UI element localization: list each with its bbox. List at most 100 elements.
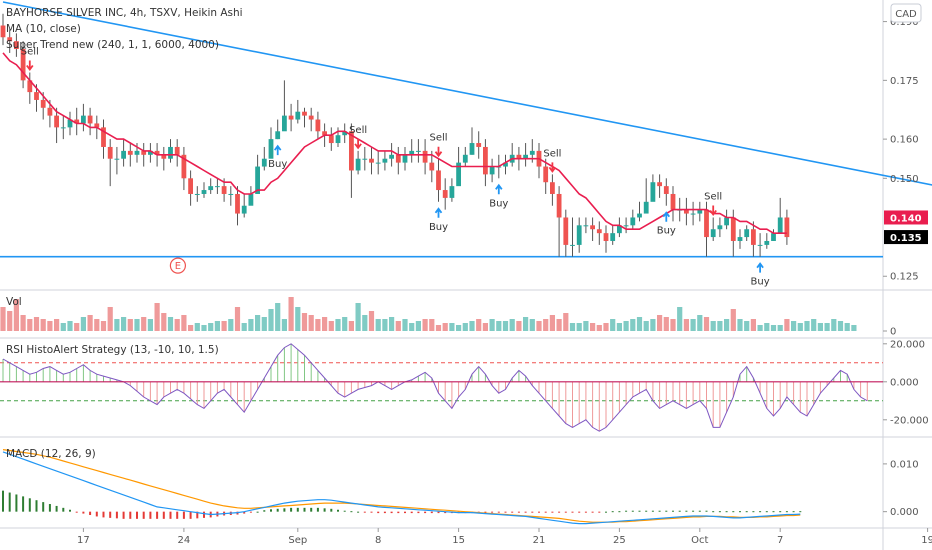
macd-histogram-bar[interactable] bbox=[176, 511, 179, 519]
volume-bar[interactable] bbox=[449, 323, 455, 331]
volume-bar[interactable] bbox=[121, 317, 127, 331]
candle-body[interactable] bbox=[764, 240, 770, 245]
volume-bar[interactable] bbox=[804, 321, 810, 331]
macd-histogram-bar[interactable] bbox=[129, 511, 132, 519]
volume-bar[interactable] bbox=[576, 323, 582, 331]
macd-histogram-bar[interactable] bbox=[316, 507, 319, 512]
volume-bar[interactable] bbox=[322, 317, 328, 331]
candle-body[interactable] bbox=[610, 233, 616, 241]
macd-histogram-bar[interactable] bbox=[276, 508, 279, 512]
volume-bar[interactable] bbox=[817, 323, 823, 331]
candle-body[interactable] bbox=[302, 111, 307, 116]
volume-bar[interactable] bbox=[234, 307, 241, 331]
volume-bar[interactable] bbox=[844, 323, 850, 331]
macd-histogram-bar[interactable] bbox=[95, 511, 98, 517]
macd-histogram-bar[interactable] bbox=[484, 511, 487, 513]
macd-histogram-bar[interactable] bbox=[350, 511, 353, 513]
volume-bar[interactable] bbox=[650, 319, 656, 331]
volume-bar[interactable] bbox=[563, 313, 569, 331]
candle-body[interactable] bbox=[168, 146, 173, 159]
candle-body[interactable] bbox=[315, 119, 321, 132]
candle-body[interactable] bbox=[355, 158, 361, 171]
candle-body[interactable] bbox=[107, 146, 113, 159]
volume-bar[interactable] bbox=[469, 321, 475, 331]
macd-histogram-bar[interactable] bbox=[571, 511, 574, 513]
candle-body[interactable] bbox=[194, 193, 200, 195]
macd-histogram-bar[interactable] bbox=[558, 511, 561, 513]
candle-body[interactable] bbox=[583, 225, 589, 227]
volume-bar[interactable] bbox=[134, 319, 140, 331]
macd-histogram-bar[interactable] bbox=[511, 511, 514, 513]
volume-bar[interactable] bbox=[288, 297, 294, 331]
volume-bar[interactable] bbox=[275, 303, 281, 331]
macd-line[interactable] bbox=[2, 451, 801, 525]
macd-histogram-bar[interactable] bbox=[203, 511, 205, 518]
volume-bar[interactable] bbox=[456, 325, 462, 331]
macd-histogram-bar[interactable] bbox=[678, 510, 681, 512]
volume-bar[interactable] bbox=[744, 321, 750, 331]
macd-histogram-bar[interactable] bbox=[323, 508, 326, 512]
volume-bar[interactable] bbox=[60, 323, 66, 331]
macd-histogram-bar[interactable] bbox=[8, 492, 11, 512]
candle-body[interactable] bbox=[409, 150, 415, 155]
macd-histogram-bar[interactable] bbox=[799, 511, 802, 513]
volume-bar[interactable] bbox=[489, 319, 495, 331]
volume-bar[interactable] bbox=[569, 323, 576, 331]
macd-histogram-bar[interactable] bbox=[692, 510, 695, 512]
volume-bar[interactable] bbox=[228, 319, 234, 331]
macd-histogram-bar[interactable] bbox=[196, 511, 199, 519]
volume-bar[interactable] bbox=[442, 323, 448, 331]
macd-histogram-bar[interactable] bbox=[35, 500, 38, 512]
volume-bar[interactable] bbox=[348, 321, 354, 331]
volume-bar[interactable] bbox=[114, 319, 120, 331]
volume-bar[interactable] bbox=[375, 319, 381, 331]
candle-body[interactable] bbox=[442, 190, 448, 198]
macd-histogram-bar[interactable] bbox=[759, 511, 762, 513]
price-pane[interactable]: Sell Buy Sell Sell Buy Buy Sell Buy Sell Buy Sell E bbox=[0, 0, 932, 288]
macd-histogram-bar[interactable] bbox=[363, 511, 366, 513]
volume-bar[interactable] bbox=[616, 323, 622, 331]
candle-body[interactable] bbox=[576, 225, 582, 245]
volume-bar[interactable] bbox=[556, 319, 562, 331]
macd-histogram-bar[interactable] bbox=[303, 507, 306, 512]
macd-histogram-bar[interactable] bbox=[524, 511, 527, 513]
candle-body[interactable] bbox=[489, 166, 495, 175]
volume-bar[interactable] bbox=[94, 319, 100, 331]
macd-histogram-bar[interactable] bbox=[437, 511, 440, 514]
candle-body[interactable] bbox=[342, 131, 348, 136]
macd-histogram-bar[interactable] bbox=[551, 511, 554, 513]
candle-body[interactable] bbox=[208, 186, 214, 191]
macd-histogram-bar[interactable] bbox=[665, 510, 668, 512]
volume-bar[interactable] bbox=[194, 323, 200, 331]
volume-bar[interactable] bbox=[174, 319, 180, 331]
macd-histogram-bar[interactable] bbox=[424, 511, 427, 514]
volume-bar[interactable] bbox=[188, 325, 194, 331]
macd-histogram-bar[interactable] bbox=[310, 507, 313, 512]
volume-bar[interactable] bbox=[623, 321, 629, 331]
macd-histogram-bar[interactable] bbox=[42, 502, 45, 512]
volume-bar[interactable] bbox=[201, 325, 207, 331]
volume-bar[interactable] bbox=[630, 319, 636, 331]
macd-histogram-bar[interactable] bbox=[578, 511, 581, 513]
macd-histogram-bar[interactable] bbox=[15, 494, 18, 512]
volume-bar[interactable] bbox=[730, 309, 736, 331]
candle-body[interactable] bbox=[349, 131, 354, 171]
volume-bar[interactable] bbox=[429, 319, 435, 331]
volume-bar[interactable] bbox=[415, 321, 421, 331]
macd-signal-line[interactable] bbox=[2, 449, 801, 523]
candle-body[interactable] bbox=[389, 154, 394, 159]
candle-body[interactable] bbox=[543, 166, 549, 183]
candle-body[interactable] bbox=[94, 123, 100, 128]
volume-bar[interactable] bbox=[248, 319, 254, 331]
macd-histogram-bar[interactable] bbox=[75, 511, 78, 513]
macd-histogram-bar[interactable] bbox=[705, 510, 708, 512]
candle-body[interactable] bbox=[771, 233, 776, 241]
candle-body[interactable] bbox=[14, 41, 19, 50]
volume-bar[interactable] bbox=[724, 319, 730, 331]
volume-pane[interactable]: 0 bbox=[0, 297, 896, 338]
macd-histogram-bar[interactable] bbox=[792, 511, 795, 513]
volume-bar[interactable] bbox=[811, 319, 817, 331]
volume-bar[interactable] bbox=[784, 319, 790, 331]
candle-body[interactable] bbox=[221, 186, 227, 194]
volume-bar[interactable] bbox=[831, 319, 837, 331]
